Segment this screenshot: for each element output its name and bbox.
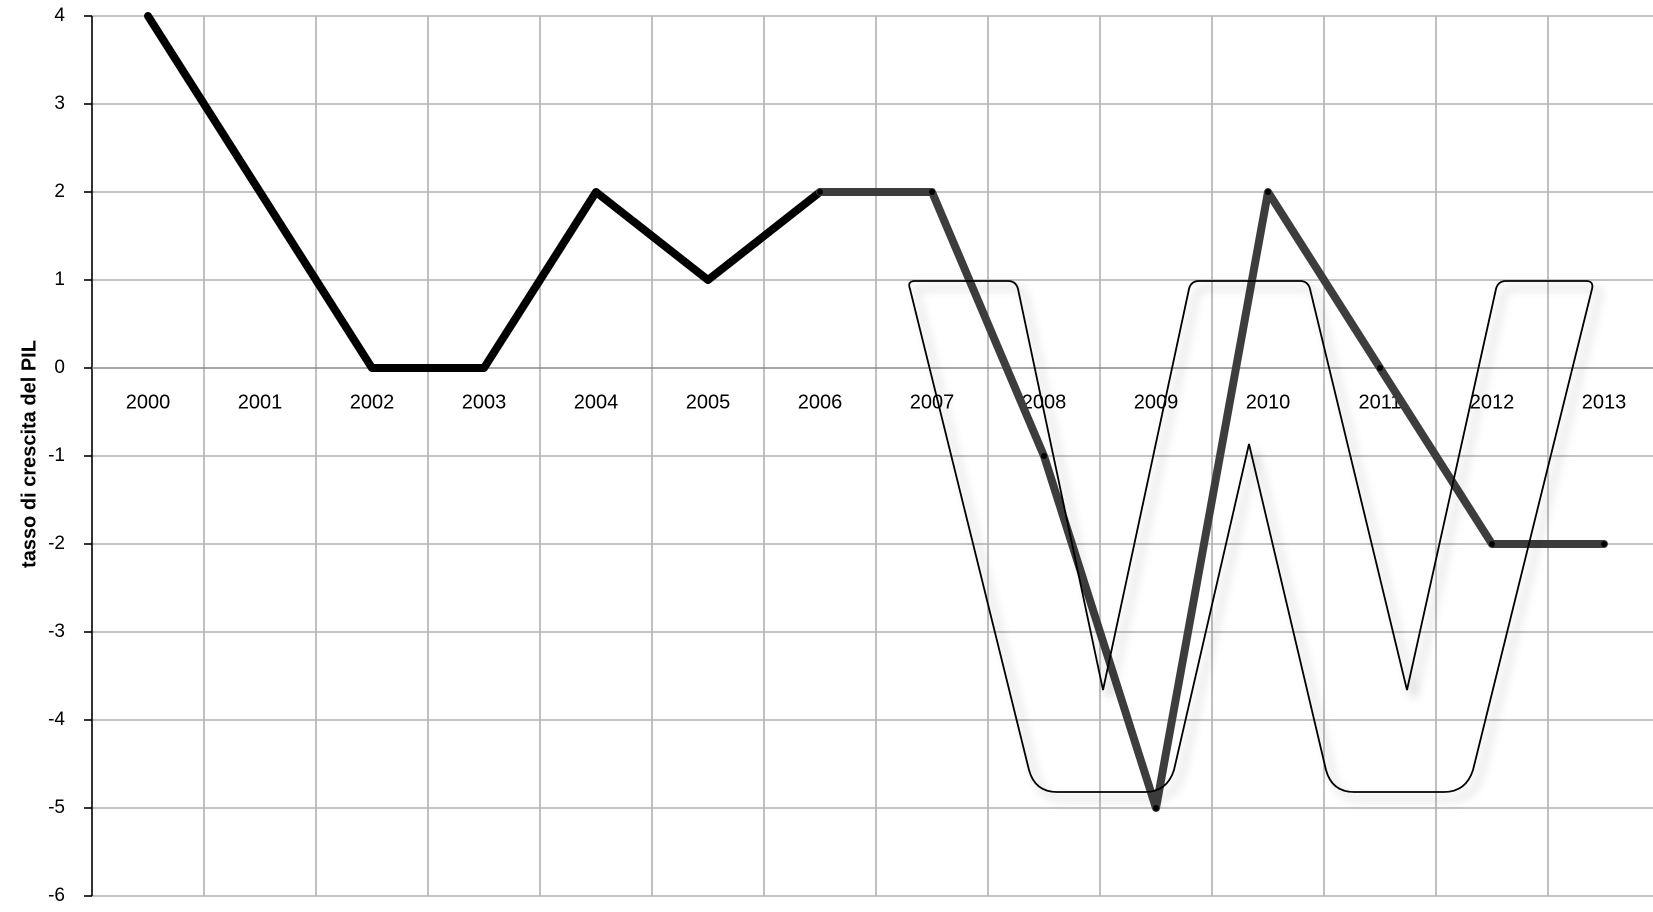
y-tick-label: 3 xyxy=(54,93,65,114)
x-tick-label: 2010 xyxy=(1246,391,1291,413)
x-tick-label: 2005 xyxy=(686,391,731,413)
w-letter-outline xyxy=(908,280,1594,793)
y-tick-label: 1 xyxy=(54,269,65,290)
series-point xyxy=(1601,541,1607,547)
series-point xyxy=(1377,365,1383,371)
x-tick-label: 2013 xyxy=(1582,391,1627,413)
x-tick-label: 2003 xyxy=(462,391,507,413)
series-point xyxy=(369,365,375,371)
x-tick-label: 2007 xyxy=(910,391,955,413)
x-axis-ticks: 2000 2001 2002 2003 2004 2005 2006 2007 2008 2009… xyxy=(126,391,1627,413)
series-point xyxy=(1265,189,1271,195)
y-tick-label: 4 xyxy=(54,5,65,26)
series-line-segment xyxy=(816,188,1608,812)
series-point xyxy=(929,189,935,195)
series-point xyxy=(705,277,711,283)
y-axis-ticks: 4 3 2 1 0 -1 -2 -3 -4 -5 -6 xyxy=(48,5,92,906)
x-tick-label: 2011 xyxy=(1358,391,1401,413)
y-tick-label: -4 xyxy=(48,709,65,730)
x-tick-label: 2009 xyxy=(1134,391,1179,413)
series-point xyxy=(593,189,599,195)
series-point xyxy=(145,13,151,19)
series-point xyxy=(481,365,487,371)
w-letter-annotation xyxy=(908,280,1594,793)
series-point xyxy=(257,189,263,195)
y-axis-label: tasso di crescita del PIL xyxy=(18,340,40,568)
series-layer xyxy=(144,12,1608,812)
x-tick-label: 2008 xyxy=(1022,391,1067,413)
series-point xyxy=(1041,453,1047,459)
y-tick-label: -1 xyxy=(48,445,65,466)
x-tick-label: 2001 xyxy=(238,391,283,413)
y-tick-label: -6 xyxy=(48,885,65,906)
y-tick-label: 2 xyxy=(54,181,65,202)
x-tick-label: 2006 xyxy=(798,391,843,413)
y-tick-label: -2 xyxy=(48,533,65,554)
y-tick-label: -3 xyxy=(48,621,65,642)
series-point xyxy=(1153,805,1159,811)
x-tick-label: 2012 xyxy=(1470,391,1515,413)
x-tick-label: 2002 xyxy=(350,391,395,413)
series-point xyxy=(1489,541,1495,547)
gridlines xyxy=(92,15,1653,897)
y-tick-label: 0 xyxy=(54,357,65,378)
series-point xyxy=(817,189,823,195)
y-tick-label: -5 xyxy=(48,797,65,818)
x-tick-label: 2000 xyxy=(126,391,171,413)
x-tick-label: 2004 xyxy=(574,391,619,413)
